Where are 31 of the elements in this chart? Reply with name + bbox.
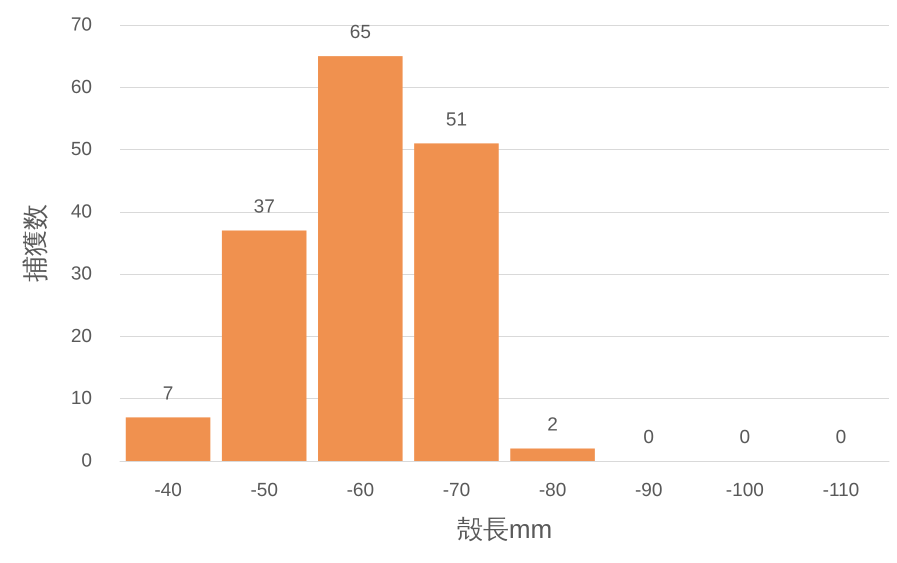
bar — [510, 448, 595, 461]
y-tick-label: 10 — [70, 388, 92, 410]
y-tick-label: 20 — [70, 326, 92, 347]
x-tick-label: -70 — [442, 480, 470, 501]
y-tick-label: 60 — [70, 76, 92, 98]
bar — [414, 143, 499, 461]
data-label: 7 — [162, 383, 174, 404]
x-tick-label: -40 — [154, 480, 182, 501]
data-label: 51 — [446, 109, 468, 130]
bar — [126, 417, 210, 461]
x-tick-label: -100 — [726, 480, 764, 501]
x-tick-label: -90 — [634, 480, 662, 501]
x-tick-label: -110 — [822, 480, 860, 501]
data-label: 0 — [836, 427, 846, 448]
y-tick-label: 70 — [70, 14, 92, 36]
data-label: 2 — [547, 414, 558, 436]
x-tick-label: -60 — [346, 480, 374, 501]
x-tick-label: -80 — [538, 480, 566, 501]
y-axis-title: 捕獲数 — [20, 204, 50, 282]
data-label: 65 — [350, 22, 371, 44]
y-tick-label: 40 — [70, 201, 92, 222]
y-tick-label: 0 — [81, 450, 92, 472]
bar — [318, 56, 403, 461]
x-tick-label: -50 — [250, 480, 278, 501]
data-label: 0 — [643, 427, 654, 448]
y-tick-label: 30 — [70, 264, 92, 285]
data-label: 0 — [740, 427, 750, 448]
bar — [222, 230, 306, 461]
y-tick-label: 50 — [70, 139, 92, 160]
x-axis-title: 殻長mm — [456, 514, 552, 544]
data-label: 37 — [254, 196, 275, 218]
